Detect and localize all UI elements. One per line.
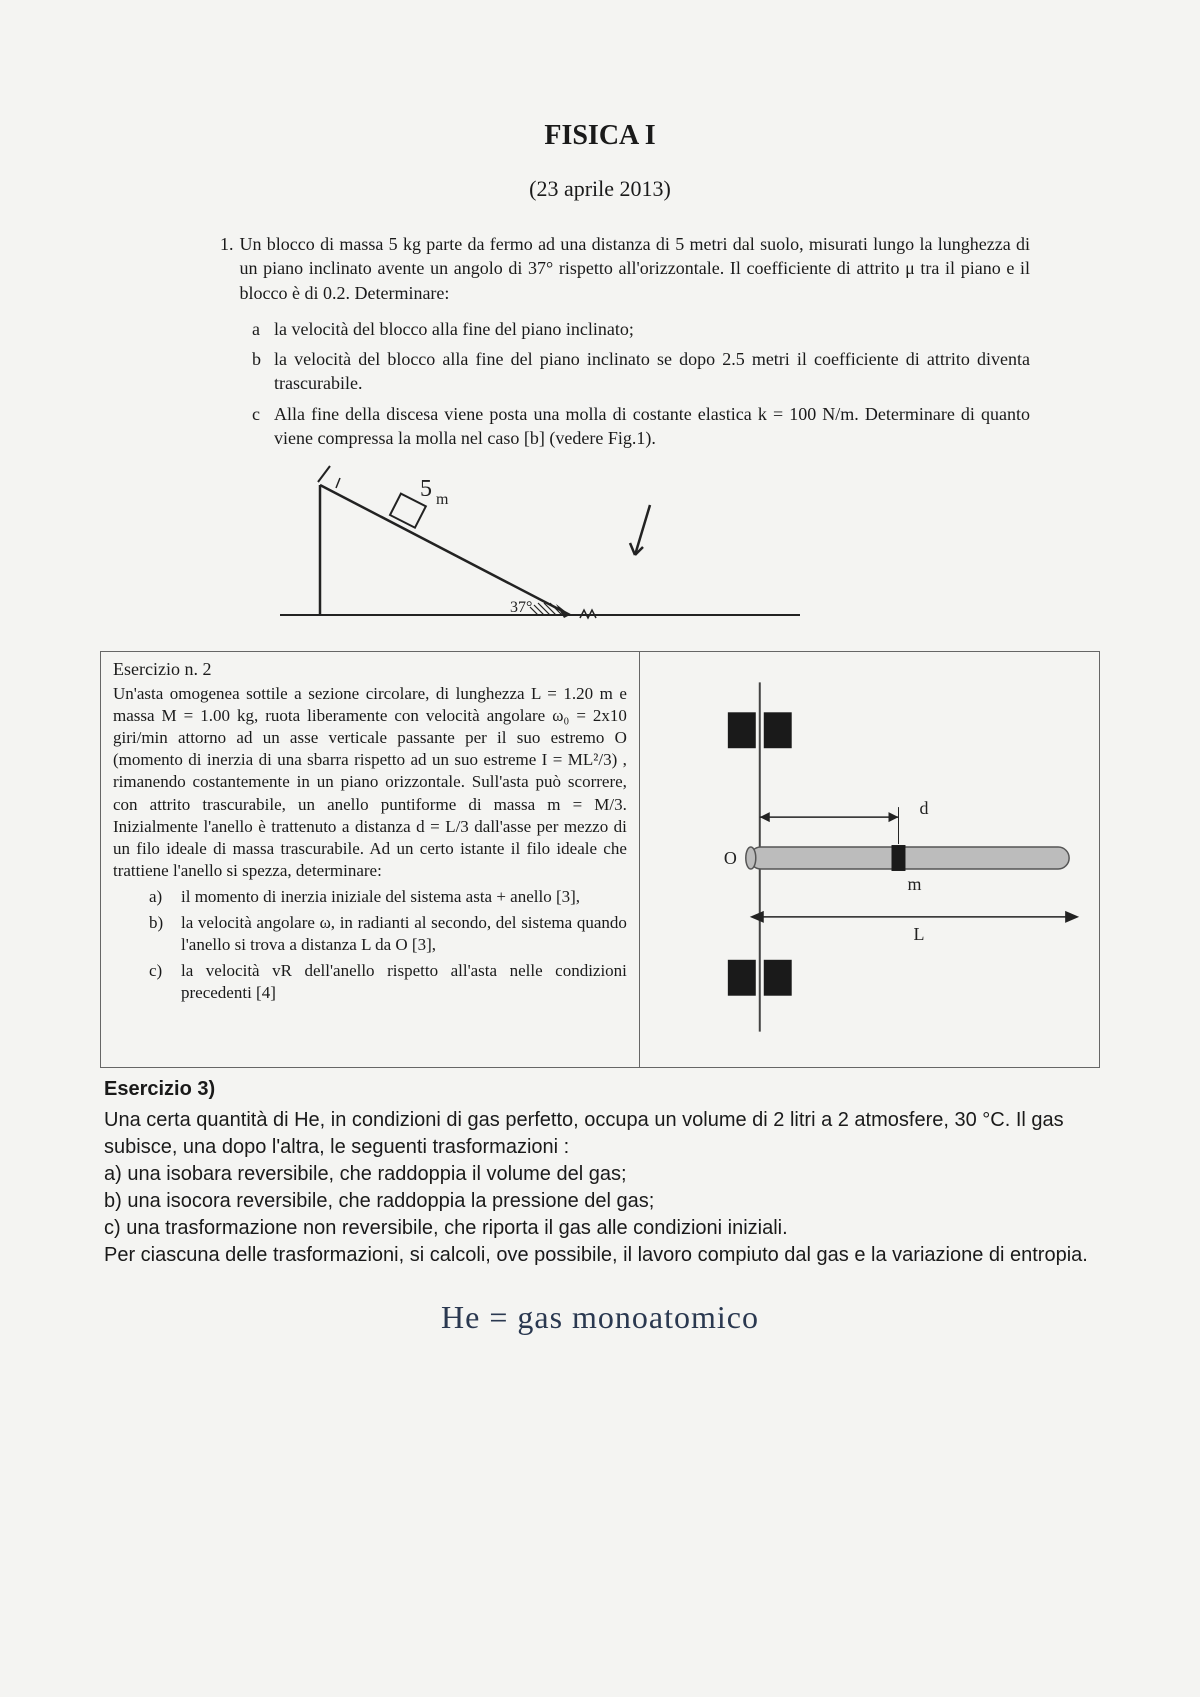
ex2-item-mark: c) — [149, 960, 171, 1004]
ex2-title-text: Esercizio n. 2 — [113, 659, 211, 679]
ex1-item: c Alla fine della discesa viene posta un… — [252, 402, 1030, 451]
ex2-item-text: il momento di inerzia iniziale del siste… — [181, 886, 627, 908]
page-subtitle: (23 aprile 2013) — [100, 176, 1100, 202]
d-label: d — [919, 798, 928, 818]
ex2-item-text: la velocità angolare ω, in radianti al s… — [181, 912, 627, 956]
inclined-plane-svg: 5 m 37° — [280, 460, 800, 630]
page-title: FISICA I — [100, 120, 1100, 152]
ex2-item: c) la velocità vR dell'anello rispetto a… — [149, 960, 627, 1004]
l-label: L — [913, 924, 924, 944]
ex1-item-text: la velocità del blocco alla fine del pia… — [274, 317, 1030, 341]
ex1-item-mark: c — [252, 402, 266, 451]
exercise-3: Esercizio 3) Una certa quantità di He, i… — [100, 1068, 1100, 1269]
ex1-number: 1. — [220, 232, 234, 305]
ex2-body-text: Un'asta omogenea sottile a sezione circo… — [113, 683, 627, 882]
ex2-item-list: a) il momento di inerzia iniziale del si… — [113, 886, 627, 1004]
svg-text:m: m — [436, 491, 449, 508]
ex1-item-text: Alla fine della discesa viene posta una … — [274, 402, 1030, 451]
m-label: m — [907, 874, 921, 894]
angle-label: 37° — [510, 599, 532, 616]
ex3-item-c: c) una trasformazione non reversibile, c… — [104, 1215, 1096, 1242]
exercise-1: 1. Un blocco di massa 5 kg parte da ferm… — [100, 232, 1100, 637]
ex2-item-mark: a) — [149, 886, 171, 908]
handwritten-note: He = gas monoatomico — [100, 1299, 1100, 1336]
exercise-2-figure-column: O d m L — [640, 652, 1099, 1067]
ex1-item-list: a la velocità del blocco alla fine del p… — [220, 317, 1030, 450]
ex1-item-text: la velocità del blocco alla fine del pia… — [274, 347, 1030, 396]
ex3-intro: Una certa quantità di He, in condizioni … — [104, 1107, 1096, 1161]
figure-1: 5 m 37° — [280, 460, 1030, 636]
ex1-item-mark: a — [252, 317, 266, 341]
ex2-item-mark: b) — [149, 912, 171, 956]
ex3-title: Esercizio 3) — [104, 1076, 1096, 1103]
ex1-item-mark: b — [252, 347, 266, 396]
length-label: 5 — [420, 476, 432, 502]
rod-figure-svg: O d m L — [650, 672, 1089, 1042]
ex3-item-a: a) una isobara reversibile, che raddoppi… — [104, 1161, 1096, 1188]
exercise-2-text-column: Esercizio n. 2 Un'asta omogenea sottile … — [101, 652, 640, 1067]
exercise-2-box: Esercizio n. 2 Un'asta omogenea sottile … — [100, 651, 1100, 1068]
ex2-item-text: la velocità vR dell'anello rispetto all'… — [181, 960, 627, 1004]
ex2-item: b) la velocità angolare ω, in radianti a… — [149, 912, 627, 956]
o-label: O — [724, 848, 737, 868]
ex1-item: a la velocità del blocco alla fine del p… — [252, 317, 1030, 341]
ex1-item: b la velocità del blocco alla fine del p… — [252, 347, 1030, 396]
ex1-intro-text: Un blocco di massa 5 kg parte da fermo a… — [240, 232, 1031, 305]
ex3-item-b: b) una isocora reversibile, che raddoppi… — [104, 1188, 1096, 1215]
ex2-title: Esercizio n. 2 — [113, 658, 627, 681]
ex2-item: a) il momento di inerzia iniziale del si… — [149, 886, 627, 908]
ex3-outro: Per ciascuna delle trasformazioni, si ca… — [104, 1242, 1096, 1269]
